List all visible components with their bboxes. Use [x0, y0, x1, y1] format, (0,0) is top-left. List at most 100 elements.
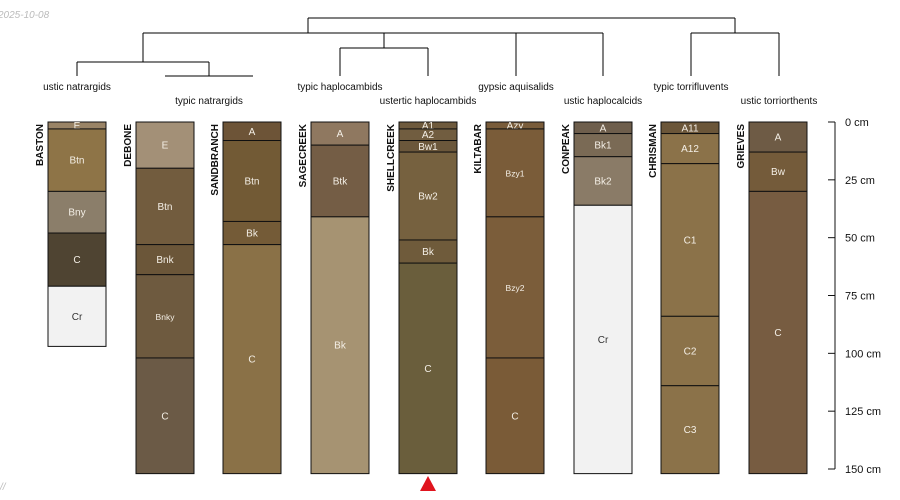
- profile-name-kiltabar: KILTABAR: [473, 123, 484, 173]
- horizon-label: Bk: [422, 247, 435, 258]
- horizon-label: A: [249, 127, 256, 138]
- horizon-debone-bnk: [135, 244, 195, 276]
- horizon-kiltabar-bzy1: [485, 128, 545, 218]
- taxon-label-debone: typic natrargids: [175, 96, 243, 107]
- horizon-label: Bk1: [594, 141, 612, 152]
- horizon-baston-c: [47, 232, 107, 287]
- horizon-label: Btk: [333, 176, 348, 187]
- horizon-label: C: [248, 355, 255, 366]
- horizon-label: Azy: [507, 121, 524, 132]
- horizon-sandbranch-btn: [222, 140, 282, 222]
- taxon-label-sagecreek: typic haplocambids: [297, 82, 382, 93]
- horizon-chrisman-c3: [660, 385, 720, 475]
- horizon-label: A: [775, 133, 782, 144]
- taxon-label-grieves: ustic torriorthents: [741, 96, 818, 107]
- horizon-label: A12: [681, 144, 699, 155]
- taxon-label-chrisman: typic torrifluvents: [653, 82, 728, 93]
- horizon-sagecreek-btk: [310, 144, 370, 218]
- horizon-label: A2: [422, 130, 435, 141]
- horizon-conpeak-cr: [573, 204, 633, 475]
- profile-name-sagecreek: SAGECREEK: [298, 123, 309, 187]
- horizon-label: Btn: [157, 202, 172, 213]
- depth-axis: 0 cm 25 cm 50 cm 75 cm 100 cm 125 cm 150 cm: [828, 117, 881, 476]
- horizon-label: Cr: [72, 312, 83, 323]
- profile-name-sandbranch: SANDBRANCH: [210, 124, 221, 196]
- profile-sandbranch: A Btn Bk C: [222, 121, 282, 475]
- depth-tick-label: 150 cm: [845, 464, 881, 476]
- horizon-shellcreek-bw2: [398, 151, 458, 241]
- horizon-label: C1: [684, 235, 697, 246]
- horizon-label: C3: [684, 425, 697, 436]
- profile-grieves: A Bw C: [748, 121, 808, 475]
- profile-sagecreek: A Btk Bk: [310, 121, 370, 475]
- horizon-shellcreek-c: [398, 262, 458, 475]
- profile-name-debone: DEBONE: [123, 124, 134, 167]
- profile-name-shellcreek: SHELLCREEK: [386, 123, 397, 192]
- taxonomy-labels: ustic natrargids typic natrargids typic ha…: [43, 82, 817, 107]
- profile-kiltabar: Azy Bzy1 Bzy2 C: [485, 121, 545, 475]
- profile-baston: E Btn Bny C Cr: [47, 121, 107, 347]
- horizon-grieves-bw: [748, 151, 808, 192]
- horizon-label: Bzy1: [506, 168, 525, 178]
- profile-name-conpeak: CONPEAK: [561, 123, 572, 174]
- horizon-label: Btn: [244, 176, 259, 187]
- depth-tick-label: 50 cm: [845, 233, 875, 245]
- horizon-label: Bny: [68, 208, 85, 219]
- horizon-grieves-a: [748, 121, 808, 153]
- depth-tick-label: 125 cm: [845, 406, 881, 418]
- horizon-debone-c: [135, 357, 195, 475]
- taxon-label-kiltabar: gypsic aquisalids: [478, 82, 554, 93]
- horizon-baston-bny: [47, 190, 107, 234]
- depth-tick-label: 75 cm: [845, 291, 875, 303]
- profile-name-baston: BASTON: [35, 124, 46, 166]
- horizon-label: A: [337, 129, 344, 140]
- horizon-label: Bw1: [418, 142, 438, 153]
- marker-layer: [420, 476, 436, 491]
- horizon-debone-bnky: [135, 274, 195, 359]
- profiles: E Btn Bny C Cr BASTON E Btn Bnk Bnky C DEBONE A Btn Bk…: [35, 121, 808, 475]
- horizon-label: Bzy2: [506, 283, 525, 293]
- horizon-baston-btn: [47, 128, 107, 192]
- horizon-label: Bw2: [418, 192, 438, 203]
- profile-name-grieves: GRIEVES: [736, 124, 747, 169]
- horizon-label: Bk: [334, 341, 347, 352]
- profile-conpeak: A Bk1 Bk2 Cr: [573, 121, 633, 475]
- horizon-chrisman-c1: [660, 163, 720, 317]
- depth-tick-label: 25 cm: [845, 175, 875, 187]
- horizon-label: C: [161, 411, 168, 422]
- horizon-label: C: [774, 328, 781, 339]
- depth-tick-label: 100 cm: [845, 348, 881, 360]
- horizon-sandbranch-c: [222, 244, 282, 475]
- profile-marker-triangle: [420, 476, 436, 491]
- dendrogram: [76, 17, 780, 77]
- profile-chrisman: A11 A12 C1 C2 C3: [660, 121, 720, 475]
- horizon-label: A1: [422, 121, 435, 132]
- horizon-label: C2: [684, 347, 697, 358]
- horizon-label: A: [600, 123, 607, 134]
- taxon-label-conpeak: ustic haplocalcids: [564, 96, 642, 107]
- profile-debone: E Btn Bnk Bnky C: [135, 121, 195, 475]
- horizon-label: Cr: [598, 335, 609, 346]
- horizon-label: E: [74, 121, 81, 132]
- horizon-label: A11: [681, 123, 698, 134]
- depth-tick-label: 0 cm: [845, 117, 869, 129]
- horizon-label: Bnky: [156, 312, 176, 322]
- horizon-label: Bk2: [594, 176, 612, 187]
- date-stamp: 2025-10-08: [0, 10, 50, 21]
- horizon-label: Bk: [246, 229, 259, 240]
- horizon-chrisman-c2: [660, 315, 720, 387]
- horizon-label: Btn: [69, 156, 84, 167]
- horizon-label: E: [162, 141, 169, 152]
- taxon-label-shellcreek: ustertic haplocambids: [380, 96, 477, 107]
- horizon-grieves-c: [748, 190, 808, 475]
- horizon-sagecreek-bk: [310, 216, 370, 475]
- horizon-chrisman-a12: [660, 133, 720, 165]
- profile-name-chrisman: CHRISMAN: [648, 124, 659, 178]
- corner-mark: //: [0, 482, 7, 493]
- taxon-label-baston: ustic natrargids: [43, 82, 111, 93]
- horizon-label: Bw: [771, 167, 786, 178]
- horizon-label: Bnk: [156, 255, 174, 266]
- horizon-kiltabar-bzy2: [485, 216, 545, 359]
